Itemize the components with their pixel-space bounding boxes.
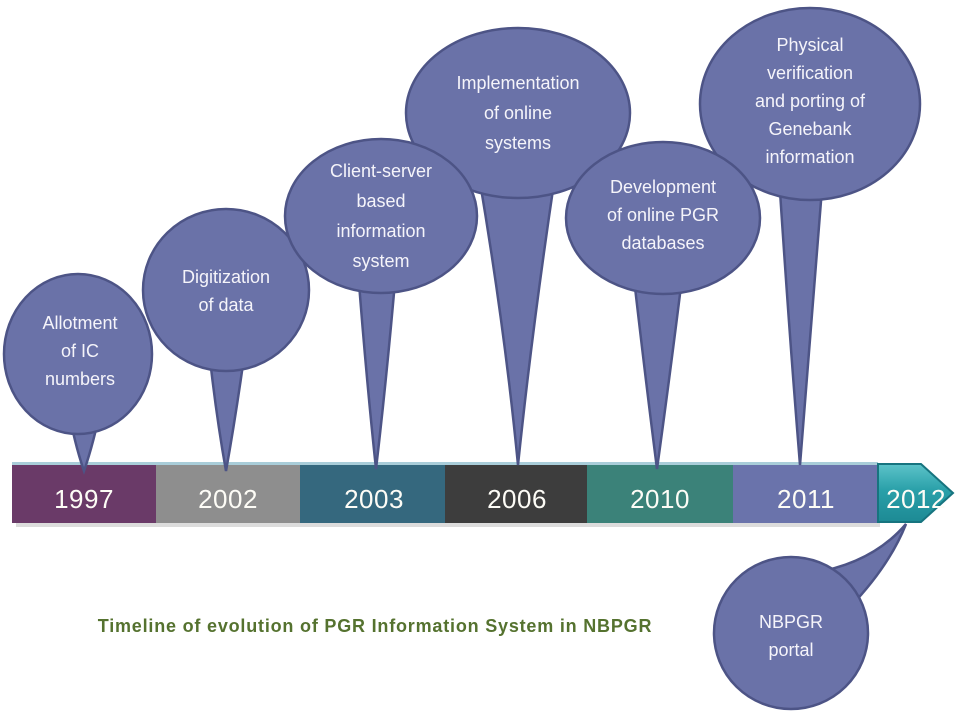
bubble-text-line: Digitization: [182, 267, 270, 287]
timeline-segment-2003: [300, 463, 445, 523]
bubble-tail: [356, 268, 398, 470]
bubble-text-line: Genebank: [768, 119, 852, 139]
timeline-segment-2011: [733, 463, 877, 523]
year-label-2002: 2002: [198, 484, 258, 514]
bubble-tail: [631, 268, 685, 470]
bubble-text-line: Physical: [776, 35, 843, 55]
bubble-physical-verification: Physical verification and porting of Gen…: [698, 6, 922, 466]
year-label-2003: 2003: [344, 484, 404, 514]
bubble-text-line: Allotment: [42, 313, 117, 333]
bubble-text-line: information: [765, 147, 854, 167]
timeline-arrow-2012: [877, 463, 955, 523]
year-label-1997: 1997: [54, 484, 114, 514]
bubble-text-line: NBPGR: [759, 612, 823, 632]
bubble-body: [712, 555, 870, 711]
bar-shadow: [16, 523, 880, 527]
bubble-tail: [207, 348, 247, 472]
timeline-segment-2006: [445, 463, 587, 523]
bubble-implementation-of-online-systems: Implementation of online systems: [404, 26, 632, 466]
timeline-segment-2002: [156, 463, 300, 523]
bubble-nbpgr-portal: NBPGR portal: [712, 523, 908, 711]
bubble-body: [698, 6, 922, 202]
bubble-text-line: of data: [198, 295, 254, 315]
bubble-text-line: numbers: [45, 369, 115, 389]
bubble-body: [2, 272, 154, 436]
bubble-text-line: portal: [768, 640, 813, 660]
bubble-development-pgr-databases: Development of online PGR databases: [564, 140, 762, 470]
bubble-text-line: of online: [484, 103, 552, 123]
year-label-2012: 2012: [886, 484, 946, 514]
bubble-text-line: databases: [621, 233, 704, 253]
bubble-body: [564, 140, 762, 296]
year-label-2006: 2006: [487, 484, 547, 514]
bubble-text-line: and porting of: [755, 91, 866, 111]
bubble-body: [283, 137, 479, 295]
bubble-text-line: Development: [610, 177, 716, 197]
bubble-text-line: systems: [485, 133, 551, 153]
bubble-tail: [477, 174, 557, 466]
bubble-client-server-system: Client-server based information system: [283, 137, 479, 470]
year-label-2011: 2011: [777, 484, 835, 514]
bubble-text-line: system: [352, 251, 409, 271]
bubble-body: [404, 26, 632, 200]
timeline-segment-2010: [587, 463, 733, 523]
bubble-body: [141, 207, 311, 373]
bubble-allotment-of-ic-numbers: Allotment of IC numbers: [2, 272, 154, 475]
bubble-digitization-of-data: Digitization of data: [141, 207, 311, 472]
timeline-bar: 1997 2002 2003 2006 2010 2011 2012: [12, 462, 955, 527]
bubble-text-line: based: [356, 191, 405, 211]
bubble-text-line: Client-server: [330, 161, 432, 181]
bubble-text-line: of IC: [61, 341, 99, 361]
bubble-text-line: information: [336, 221, 425, 241]
slide-caption: Timeline of evolution of PGR Information…: [98, 616, 653, 636]
year-label-2010: 2010: [630, 484, 690, 514]
bar-top-highlight: [12, 462, 878, 465]
bubble-tail: [777, 174, 825, 466]
bubble-text-line: Implementation: [456, 73, 579, 93]
bubble-text-line: of online PGR: [607, 205, 719, 225]
bubble-text-line: verification: [767, 63, 853, 83]
